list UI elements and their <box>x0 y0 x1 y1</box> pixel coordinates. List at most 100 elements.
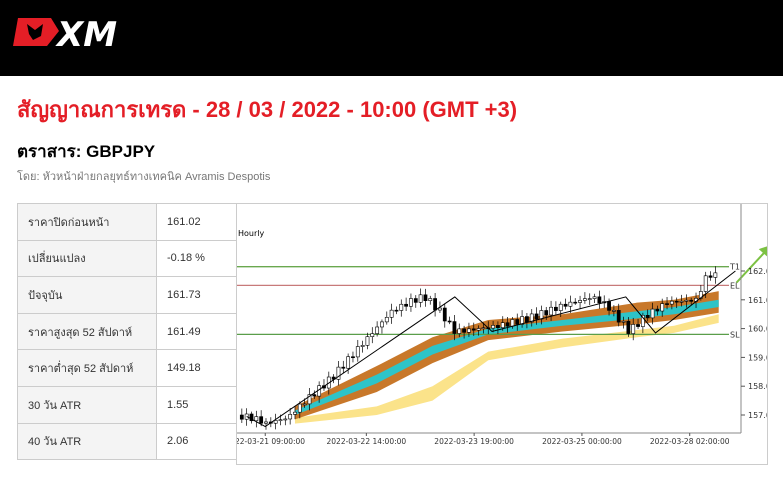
candle-body <box>679 300 684 303</box>
candle-body <box>558 303 563 311</box>
candle-body <box>578 300 582 303</box>
candle-body <box>505 322 510 327</box>
stats-row: 30 วัน ATR 1.55 <box>17 385 237 424</box>
y-tick-label: 162.00 <box>748 267 767 276</box>
candle-body <box>510 319 515 327</box>
candle-body <box>539 310 544 320</box>
stat-label: ราคาปิดก่อนหน้า <box>17 203 157 241</box>
candle-body <box>389 309 394 318</box>
y-tick-label: 160.00 <box>748 325 767 334</box>
candle-body <box>592 296 597 299</box>
stats-row: ราคาสูงสุด 52 สัปดาห์ 161.49 <box>17 312 237 351</box>
candle-body <box>428 298 433 301</box>
candle-body <box>684 299 689 302</box>
candle-body <box>563 303 568 307</box>
candle-body <box>611 310 616 312</box>
candle-body <box>708 275 713 278</box>
candle-body <box>399 303 404 311</box>
candle-body <box>476 328 481 331</box>
candle-body <box>259 416 264 424</box>
x-tick-label: 2022-03-22 14:00:00 <box>327 437 407 446</box>
orange-band <box>294 291 719 420</box>
stat-label: ราคาสูงสุด 52 สัปดาห์ <box>17 312 157 351</box>
y-tick-label: 158.00 <box>748 382 767 391</box>
candle-body <box>312 394 317 397</box>
zigzag-line <box>246 270 736 428</box>
candle-body <box>500 322 505 328</box>
candle-body <box>471 328 476 331</box>
candle-body <box>278 419 283 422</box>
svg-text:XM: XM <box>55 15 117 50</box>
candle-body <box>481 327 486 330</box>
candle-body <box>520 316 524 325</box>
page-title: สัญญาณการเทรด - 28 / 03 / 2022 - 10:00 (… <box>17 97 518 122</box>
x-tick-label: 2022-03-28 02:00:00 <box>650 437 730 446</box>
candle-body <box>703 275 708 292</box>
candle-body <box>645 314 650 319</box>
stat-value: 1.55 <box>156 385 237 424</box>
candle-body <box>496 325 500 328</box>
candle-body <box>607 301 611 311</box>
candle-body <box>336 366 341 380</box>
candle-body <box>544 310 549 316</box>
candle-body <box>529 313 534 323</box>
candle-body <box>413 298 418 303</box>
candle-body <box>655 308 660 312</box>
candle-body <box>534 313 539 320</box>
candle-body <box>375 326 380 334</box>
candle-body <box>351 356 355 359</box>
candle-body <box>457 328 462 334</box>
candle-body <box>423 294 428 301</box>
candle-body <box>297 403 302 413</box>
candle-body <box>573 301 578 304</box>
candle-body <box>669 300 674 305</box>
candle-body <box>254 416 259 422</box>
stat-value: 161.02 <box>156 203 237 241</box>
price-chart: T1 EL SL 157.00 158.00 159.00 160.00 161.00 162.… <box>225 203 776 465</box>
candle-body <box>273 420 278 424</box>
x-tick-label: 2022-03-23 19:00:00 <box>434 437 514 446</box>
y-tick-label: 161.00 <box>748 296 767 305</box>
candle-body <box>249 413 254 422</box>
candle-body <box>640 314 645 327</box>
x-tick-label: 2022-03-25 00:00:00 <box>542 437 622 446</box>
stats-row: ราคาปิดก่อนหน้า 161.02 <box>17 203 237 241</box>
candle-body <box>626 320 631 334</box>
x-tick-label: 2022-03-21 09:00:00 <box>237 437 305 446</box>
stats-row: เปลี่ยนแปลง -0.18 % <box>17 239 237 278</box>
candle-body <box>394 309 399 312</box>
instrument-heading: ตราสาร: GBPJPY <box>17 142 156 161</box>
stat-label: ปัจจุบัน <box>17 276 157 314</box>
level-label-t1: T1 <box>729 263 740 272</box>
candle-body <box>515 319 520 325</box>
candle-body <box>409 298 413 307</box>
candle-body <box>360 345 365 347</box>
candle-body <box>525 316 529 323</box>
candle-body <box>355 346 360 358</box>
candle-body <box>713 272 718 278</box>
candle-body <box>665 303 669 305</box>
y-tick-label: 157.00 <box>748 411 767 420</box>
candle-body <box>491 325 495 329</box>
candle-body <box>365 336 370 346</box>
xm-logo[interactable]: XM <box>13 14 133 50</box>
candle-body <box>568 301 573 307</box>
candle-body <box>293 411 297 415</box>
candle-body <box>384 317 389 323</box>
stat-value: 161.49 <box>156 312 237 351</box>
candle-body <box>597 296 602 304</box>
candle-body <box>631 324 636 334</box>
stat-value: 161.73 <box>156 276 237 314</box>
candle-body <box>447 320 452 323</box>
candle-body <box>302 403 307 406</box>
candle-body <box>380 321 384 328</box>
level-label-el: EL <box>730 281 740 290</box>
y-tick-label: 159.00 <box>748 353 767 362</box>
stat-label: 30 วัน ATR <box>17 385 157 424</box>
chart-svg: T1 EL SL 157.00 158.00 159.00 160.00 161.00 162.… <box>225 204 776 446</box>
stat-label: ราคาต่ำสุด 52 สัปดาห์ <box>17 349 157 387</box>
candle-body <box>239 414 244 420</box>
candle-body <box>467 328 471 333</box>
level-label-sl: SL <box>730 330 740 339</box>
candle-body <box>404 303 409 307</box>
